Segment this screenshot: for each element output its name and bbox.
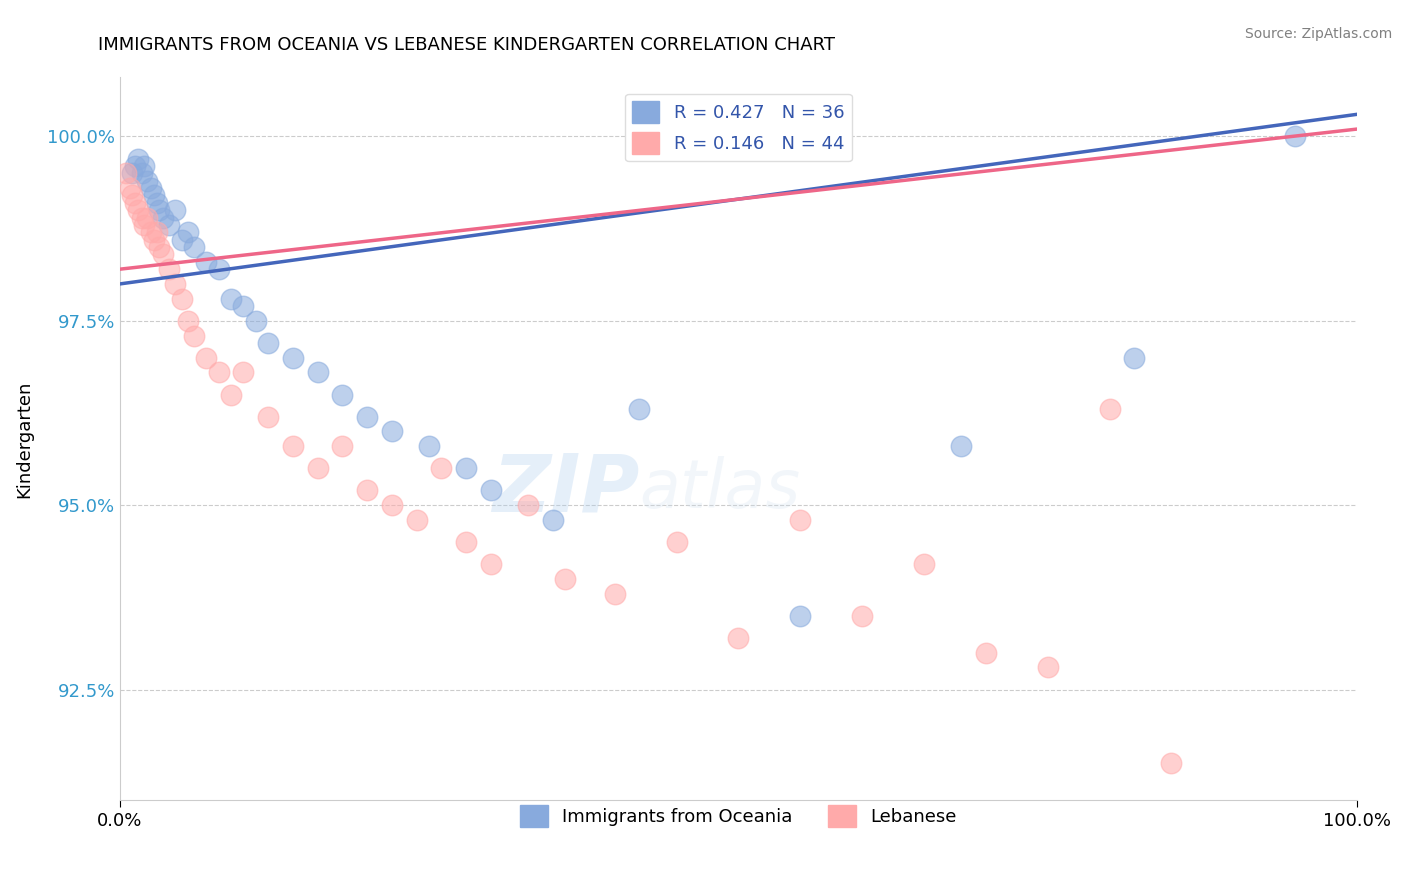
Point bbox=[208, 262, 231, 277]
Point bbox=[219, 292, 242, 306]
Point bbox=[628, 402, 651, 417]
Point bbox=[127, 152, 149, 166]
Point bbox=[148, 240, 170, 254]
Point bbox=[115, 166, 138, 180]
Point bbox=[381, 498, 404, 512]
Point bbox=[232, 366, 254, 380]
Point bbox=[603, 587, 626, 601]
Legend: Immigrants from Oceania, Lebanese: Immigrants from Oceania, Lebanese bbox=[513, 798, 963, 835]
Point bbox=[118, 181, 141, 195]
Point bbox=[281, 439, 304, 453]
Point bbox=[170, 233, 193, 247]
Point bbox=[479, 558, 502, 572]
Point bbox=[195, 351, 218, 365]
Point bbox=[208, 366, 231, 380]
Point bbox=[134, 218, 156, 232]
Point bbox=[165, 203, 187, 218]
Point bbox=[157, 218, 180, 232]
Point bbox=[950, 439, 973, 453]
Point bbox=[1098, 402, 1121, 417]
Point bbox=[665, 535, 688, 549]
Point bbox=[1123, 351, 1146, 365]
Point bbox=[183, 328, 205, 343]
Point bbox=[121, 166, 143, 180]
Point bbox=[727, 631, 749, 645]
Point bbox=[131, 211, 153, 225]
Point bbox=[245, 314, 267, 328]
Point bbox=[541, 513, 564, 527]
Point bbox=[381, 425, 404, 439]
Point bbox=[124, 159, 146, 173]
Point bbox=[157, 262, 180, 277]
Point bbox=[136, 174, 159, 188]
Point bbox=[517, 498, 540, 512]
Point bbox=[356, 483, 378, 498]
Point bbox=[851, 608, 873, 623]
Point bbox=[1284, 129, 1306, 144]
Point bbox=[418, 439, 440, 453]
Point bbox=[134, 159, 156, 173]
Point bbox=[456, 535, 478, 549]
Point bbox=[177, 314, 200, 328]
Point bbox=[307, 366, 329, 380]
Point bbox=[257, 409, 280, 424]
Point bbox=[332, 387, 354, 401]
Point bbox=[257, 335, 280, 350]
Point bbox=[430, 461, 453, 475]
Text: atlas: atlas bbox=[640, 457, 800, 523]
Text: IMMIGRANTS FROM OCEANIA VS LEBANESE KINDERGARTEN CORRELATION CHART: IMMIGRANTS FROM OCEANIA VS LEBANESE KIND… bbox=[98, 36, 835, 54]
Point bbox=[479, 483, 502, 498]
Point bbox=[136, 211, 159, 225]
Point bbox=[1036, 660, 1059, 674]
Point bbox=[139, 181, 162, 195]
Point bbox=[356, 409, 378, 424]
Point bbox=[789, 608, 811, 623]
Point bbox=[554, 572, 576, 586]
Point bbox=[405, 513, 427, 527]
Point bbox=[281, 351, 304, 365]
Point bbox=[127, 203, 149, 218]
Point bbox=[307, 461, 329, 475]
Point bbox=[152, 247, 174, 261]
Point bbox=[148, 203, 170, 218]
Point bbox=[912, 558, 935, 572]
Point bbox=[232, 299, 254, 313]
Point bbox=[152, 211, 174, 225]
Point bbox=[165, 277, 187, 291]
Point bbox=[183, 240, 205, 254]
Point bbox=[121, 188, 143, 202]
Point bbox=[332, 439, 354, 453]
Point bbox=[219, 387, 242, 401]
Point bbox=[177, 225, 200, 239]
Point bbox=[124, 195, 146, 210]
Point bbox=[974, 646, 997, 660]
Point bbox=[146, 225, 169, 239]
Text: Source: ZipAtlas.com: Source: ZipAtlas.com bbox=[1244, 27, 1392, 41]
Y-axis label: Kindergarten: Kindergarten bbox=[15, 380, 32, 498]
Point bbox=[170, 292, 193, 306]
Point bbox=[789, 513, 811, 527]
Text: ZIP: ZIP bbox=[492, 450, 640, 528]
Point bbox=[139, 225, 162, 239]
Point bbox=[143, 188, 166, 202]
Point bbox=[131, 166, 153, 180]
Point bbox=[143, 233, 166, 247]
Point bbox=[456, 461, 478, 475]
Point bbox=[195, 255, 218, 269]
Point bbox=[1160, 756, 1182, 771]
Point bbox=[146, 195, 169, 210]
